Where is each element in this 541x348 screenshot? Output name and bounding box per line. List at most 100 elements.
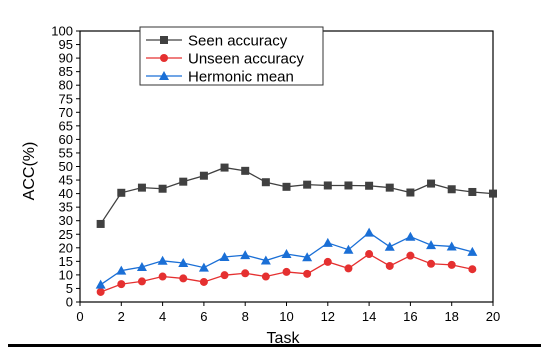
y-tick-label: 10 — [59, 267, 73, 282]
y-tick-label: 15 — [59, 254, 73, 269]
legend-label: Seen accuracy — [188, 33, 288, 50]
data-point — [303, 269, 312, 278]
y-tick-label: 95 — [59, 37, 73, 52]
data-point — [240, 250, 251, 260]
data-point — [406, 251, 415, 260]
legend-marker — [160, 54, 168, 62]
x-tick-label: 10 — [279, 309, 293, 324]
data-point — [427, 259, 436, 268]
data-point — [199, 171, 208, 180]
y-tick-label: 30 — [59, 213, 73, 228]
data-point — [136, 262, 147, 272]
data-point — [447, 260, 456, 269]
x-tick-label: 14 — [362, 309, 376, 324]
legend-marker — [160, 36, 168, 44]
y-tick-label: 35 — [59, 200, 73, 215]
data-point — [219, 252, 230, 262]
data-point — [447, 185, 456, 194]
x-tick-label: 6 — [200, 309, 207, 324]
y-tick-label: 80 — [59, 78, 73, 93]
data-point — [365, 181, 374, 190]
data-point — [220, 163, 229, 172]
data-point — [406, 188, 415, 197]
data-point — [178, 257, 189, 267]
data-point — [220, 271, 229, 280]
data-point — [365, 250, 374, 259]
legend-label: Hermonic mean — [188, 69, 294, 86]
data-point — [158, 272, 167, 281]
data-point — [446, 241, 457, 251]
y-tick-label: 5 — [66, 281, 73, 296]
x-tick-label: 2 — [118, 309, 125, 324]
data-point — [199, 277, 208, 286]
data-point — [157, 255, 168, 265]
x-tick-label: 0 — [76, 309, 83, 324]
data-point — [303, 180, 312, 189]
legend-label: Unseen accuracy — [188, 51, 304, 68]
data-point — [116, 265, 127, 275]
series-group — [95, 163, 497, 296]
data-point — [261, 272, 270, 281]
series-3 — [95, 227, 478, 289]
x-tick-label: 12 — [321, 309, 335, 324]
data-point — [323, 257, 332, 266]
data-point — [117, 188, 126, 197]
data-point — [427, 179, 436, 188]
legend-box — [139, 26, 324, 86]
y-tick-label: 20 — [59, 240, 73, 255]
data-point — [282, 267, 291, 276]
x-tick-label: 4 — [159, 309, 166, 324]
data-point — [198, 262, 209, 272]
data-point — [385, 183, 394, 192]
y-tick-label: 0 — [66, 295, 73, 310]
series-2 — [96, 250, 477, 296]
data-point — [405, 231, 416, 241]
y-tick-label: 75 — [59, 91, 73, 106]
data-point — [323, 181, 332, 190]
x-tick-label: 20 — [486, 309, 500, 324]
data-point — [137, 183, 146, 192]
data-point — [384, 241, 395, 251]
x-axis-label: Task — [267, 330, 301, 347]
data-point — [260, 255, 271, 265]
data-point — [343, 244, 354, 254]
data-point — [95, 279, 106, 289]
data-point — [302, 252, 313, 262]
data-point — [179, 274, 188, 283]
y-tick-label: 100 — [51, 24, 73, 39]
axes: 0510152025303540455055606570758085909510… — [51, 24, 500, 325]
frame-bottom-border — [8, 344, 541, 347]
data-point — [344, 264, 353, 273]
y-tick-label: 60 — [59, 132, 73, 147]
data-point — [179, 177, 188, 186]
data-point — [241, 269, 250, 278]
data-point — [489, 189, 497, 198]
y-tick-label: 40 — [59, 186, 73, 201]
x-tick-label: 8 — [242, 309, 249, 324]
series-1 — [96, 163, 497, 228]
y-tick-label: 70 — [59, 105, 73, 120]
data-point — [468, 187, 477, 196]
data-point — [364, 227, 375, 237]
data-point — [467, 246, 478, 256]
series-line — [100, 166, 494, 225]
x-tick-label: 16 — [403, 309, 417, 324]
data-point — [96, 219, 105, 228]
data-point — [344, 181, 353, 190]
data-point — [468, 265, 477, 274]
data-point — [117, 280, 126, 289]
data-point — [96, 287, 105, 296]
y-axis-label: ACC(%) — [21, 142, 38, 201]
y-tick-label: 50 — [59, 159, 73, 174]
data-point — [261, 178, 270, 187]
data-point — [241, 166, 250, 175]
legend-marker — [159, 71, 169, 80]
data-point — [158, 184, 167, 193]
y-tick-label: 65 — [59, 118, 73, 133]
data-point — [137, 277, 146, 286]
y-tick-label: 55 — [59, 145, 73, 160]
y-tick-label: 85 — [59, 64, 73, 79]
y-tick-label: 45 — [59, 173, 73, 188]
